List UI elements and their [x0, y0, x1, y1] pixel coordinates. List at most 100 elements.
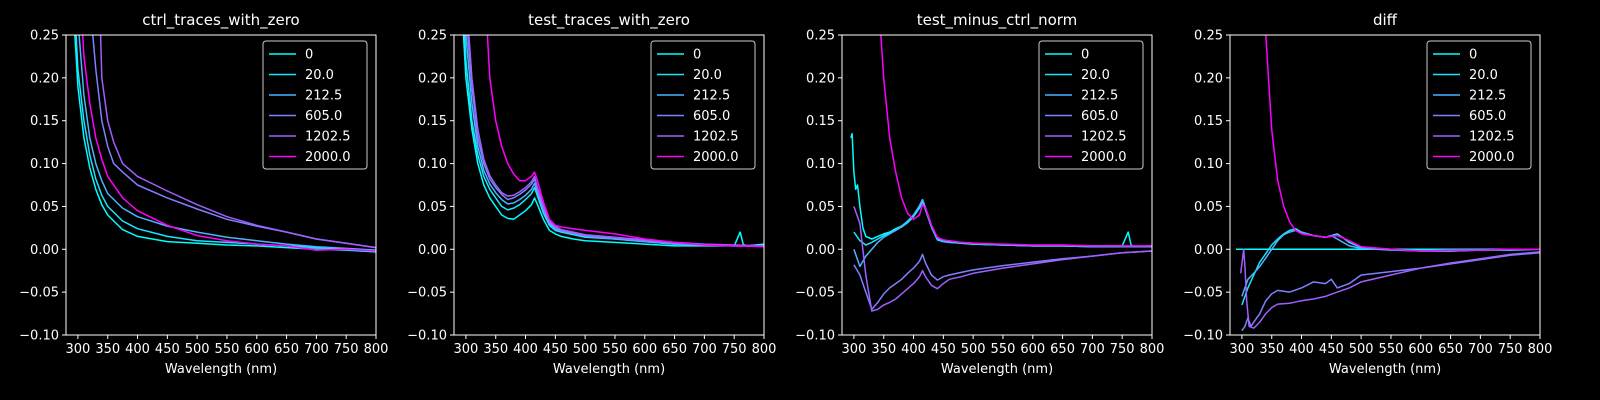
y-tick-label: 0.05 — [30, 200, 59, 215]
y-tick-label: 0.15 — [806, 114, 835, 129]
y-tick-label: 0.25 — [806, 29, 835, 44]
x-tick-label: 650 — [662, 342, 687, 357]
x-tick-label: 800 — [752, 342, 777, 357]
x-tick-label: 750 — [334, 342, 359, 357]
legend-label: 605.0 — [305, 109, 342, 124]
x-tick-label: 350 — [871, 342, 896, 357]
series-line-212.5 — [853, 198, 1152, 268]
x-tick-label: 700 — [304, 342, 329, 357]
legend-label: 1202.5 — [305, 130, 351, 145]
x-tick-label: 500 — [961, 342, 986, 357]
x-tick-label: 550 — [215, 342, 240, 357]
legend-label: 212.5 — [693, 89, 730, 104]
x-tick-label: 450 — [931, 342, 956, 357]
y-tick-label: 0.25 — [1194, 29, 1223, 44]
x-tick-label: 800 — [1528, 342, 1553, 357]
series-group — [462, 35, 764, 248]
series-group — [74, 35, 376, 253]
x-tick-label: 700 — [1468, 342, 1493, 357]
chart-panel-0: 300 350 400 450 500 550 600 650 700 750 800 −0.10 −0… — [19, 11, 388, 377]
legend-label: 1202.5 — [1081, 130, 1127, 145]
chart-panel-3: 300 350 400 450 500 550 600 650 700 750 800 −0.10 −0… — [1183, 11, 1552, 377]
legend-box — [650, 40, 756, 170]
x-tick-label: 600 — [244, 342, 269, 357]
x-tick-label: 350 — [483, 342, 508, 357]
series-line-2000.0 — [880, 35, 1152, 247]
series-line-1202.5 — [853, 206, 1152, 312]
series-line-2000.0 — [486, 35, 764, 248]
y-tick-label: 0.00 — [1194, 243, 1223, 258]
y-tick-label: 0.05 — [806, 200, 835, 215]
chart-title: test_minus_ctrl_norm — [917, 11, 1078, 30]
x-tick-label: 800 — [1140, 342, 1165, 357]
x-tick-label: 300 — [66, 342, 91, 357]
y-tick-label: −0.10 — [19, 329, 59, 344]
y-tick-label: 0.20 — [1194, 71, 1223, 86]
series-line-1202.5 — [1239, 248, 1540, 329]
series-line-1202.5 — [99, 35, 376, 249]
x-tick-label: 350 — [95, 342, 120, 357]
y-tick-label: 0.00 — [806, 243, 835, 258]
x-axis-label: Wavelength (nm) — [165, 362, 277, 377]
y-tick-label: 0.20 — [418, 71, 447, 86]
x-tick-label: 600 — [1408, 342, 1433, 357]
chart-panel-1: 300 350 400 450 500 550 600 650 700 750 800 −0.10 −0… — [407, 11, 776, 377]
plot-frame — [453, 34, 765, 336]
y-tick-label: 0.25 — [30, 29, 59, 44]
plot-frame — [841, 34, 1153, 336]
legend-label: 20.0 — [1081, 68, 1110, 83]
x-tick-label: 500 — [185, 342, 210, 357]
x-tick-label: 500 — [1349, 342, 1374, 357]
y-tick-label: 0.00 — [418, 243, 447, 258]
legend-label: 605.0 — [693, 109, 730, 124]
y-tick-label: 0.00 — [30, 243, 59, 258]
y-tick-label: −0.05 — [19, 286, 59, 301]
legend: 0 20.0 212.5 605.0 1202.5 2000.0 — [262, 40, 368, 170]
x-tick-label: 750 — [722, 342, 747, 357]
legend: 0 20.0 212.5 605.0 1202.5 2000.0 — [650, 40, 756, 170]
legend-box — [262, 40, 368, 170]
legend-label: 1202.5 — [1469, 130, 1515, 145]
x-tick-label: 650 — [1050, 342, 1075, 357]
legend-label: 0 — [305, 48, 313, 63]
legend-label: 2000.0 — [1469, 150, 1515, 165]
series-line-2000.0 — [1265, 35, 1540, 252]
x-tick-label: 600 — [632, 342, 657, 357]
legend-label: 605.0 — [1081, 109, 1118, 124]
x-tick-label: 400 — [125, 342, 150, 357]
legend-label: 0 — [1469, 48, 1477, 63]
y-tick-label: −0.05 — [795, 286, 835, 301]
legend-label: 20.0 — [1469, 68, 1498, 83]
chart-title: test_traces_with_zero — [528, 11, 690, 30]
x-tick-label: 450 — [543, 342, 568, 357]
y-tick-label: −0.10 — [407, 329, 447, 344]
y-tick-label: 0.15 — [1194, 114, 1223, 129]
legend-label: 20.0 — [693, 68, 722, 83]
series-line-212.5 — [465, 35, 764, 247]
x-tick-label: 750 — [1498, 342, 1523, 357]
chart-panel-2: 300 350 400 450 500 550 600 650 700 750 800 −0.10 −0… — [795, 11, 1164, 377]
x-axis-label: Wavelength (nm) — [553, 362, 665, 377]
y-tick-label: 0.25 — [418, 29, 447, 44]
x-tick-label: 550 — [1379, 342, 1404, 357]
x-axis-label: Wavelength (nm) — [1329, 362, 1441, 377]
x-tick-label: 450 — [155, 342, 180, 357]
y-tick-label: 0.10 — [806, 157, 835, 172]
legend: 0 20.0 212.5 605.0 1202.5 2000.0 — [1426, 40, 1532, 170]
series-group — [1236, 35, 1540, 332]
x-tick-label: 450 — [1319, 342, 1344, 357]
series-line-20.0 — [75, 35, 376, 252]
legend-label: 2000.0 — [1081, 150, 1127, 165]
legend-box — [1038, 40, 1144, 170]
y-tick-label: −0.05 — [407, 286, 447, 301]
y-tick-label: 0.15 — [418, 114, 447, 129]
x-tick-label: 800 — [364, 342, 389, 357]
x-tick-label: 700 — [1080, 342, 1105, 357]
x-axis-label: Wavelength (nm) — [941, 362, 1053, 377]
x-tick-label: 300 — [454, 342, 479, 357]
legend-label: 212.5 — [305, 89, 342, 104]
x-tick-label: 500 — [573, 342, 598, 357]
legend-label: 1202.5 — [693, 130, 739, 145]
x-tick-label: 550 — [603, 342, 628, 357]
